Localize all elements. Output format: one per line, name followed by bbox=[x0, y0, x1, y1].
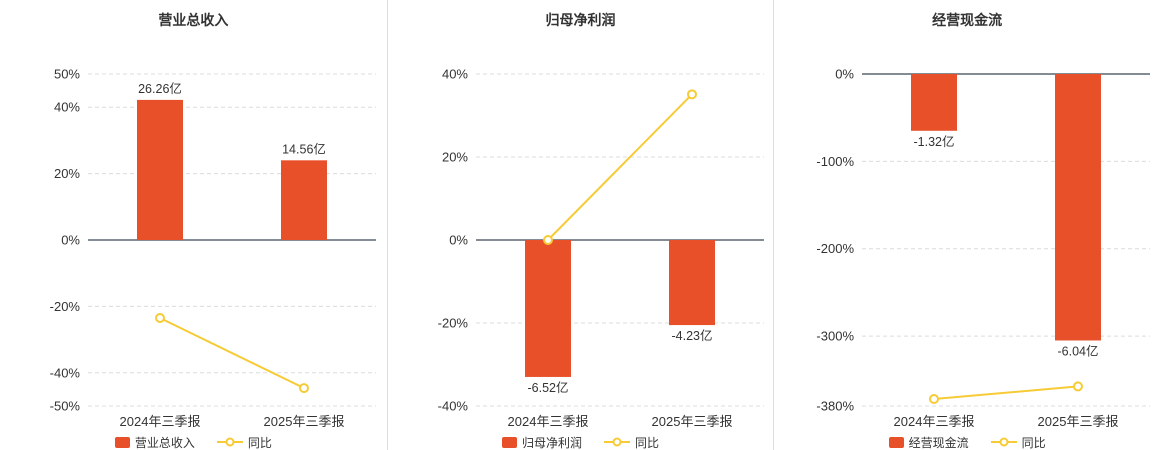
line-swatch-icon bbox=[216, 436, 243, 448]
legend-label: 同比 bbox=[634, 435, 659, 450]
y-tick-label: -40% bbox=[437, 399, 468, 414]
y-tick-label: -20% bbox=[437, 316, 468, 331]
yoy-point[interactable] bbox=[929, 394, 940, 405]
x-category-label: 2024年三季报 bbox=[894, 414, 975, 429]
legend-label: 同比 bbox=[247, 435, 272, 450]
y-tick-label: -300% bbox=[817, 329, 855, 344]
yoy-point[interactable] bbox=[686, 89, 697, 100]
yoy-line bbox=[546, 93, 693, 241]
legend-item-revenue-bar[interactable]: 营业总收入 bbox=[114, 434, 195, 450]
bar-swatch-icon bbox=[501, 436, 517, 448]
y-tick-label: 0% bbox=[836, 67, 855, 82]
bar[interactable] bbox=[1055, 74, 1102, 341]
chart-title-revenue: 营业总收入 bbox=[158, 12, 229, 28]
cashflow-chart: 0% -100% -200% -300% -380% -1.32亿 -6.04亿 2024年三… bbox=[817, 67, 1151, 429]
yoy-line bbox=[159, 317, 305, 389]
bar-value-label: -6.04亿 bbox=[1058, 343, 1099, 358]
x-category-label: 2025年三季报 bbox=[1038, 414, 1119, 429]
bar-value-label: -1.32亿 bbox=[914, 134, 955, 149]
legend-item-net-profit-yoy[interactable]: 同比 bbox=[603, 434, 659, 450]
bar-swatch-icon bbox=[888, 436, 904, 448]
y-tick-label: 20% bbox=[442, 150, 468, 165]
cashflow-chart-legend: 经营现金流 同比 bbox=[774, 434, 1160, 450]
line-swatch-icon bbox=[603, 436, 630, 448]
legend-label: 同比 bbox=[1021, 435, 1046, 450]
y-tick-label: 20% bbox=[54, 166, 80, 181]
y-tick-label: -380% bbox=[817, 399, 855, 414]
x-category-label: 2024年三季报 bbox=[120, 414, 201, 429]
bar-value-label: 26.26亿 bbox=[138, 81, 182, 96]
x-category-label: 2025年三季报 bbox=[651, 414, 732, 429]
revenue-chart-legend: 营业总收入 同比 bbox=[0, 434, 387, 450]
revenue-chart: 50% 40% 20% 0% -20% -40% -50% 26.26亿 14.56亿 2024年… bbox=[50, 67, 376, 429]
y-tick-label: -100% bbox=[817, 154, 855, 169]
bar[interactable] bbox=[137, 99, 183, 240]
yoy-point[interactable] bbox=[1073, 381, 1084, 392]
x-category-label: 2024年三季报 bbox=[507, 414, 588, 429]
chart-title-cashflow: 经营现金流 bbox=[932, 12, 1003, 28]
legend-label: 归母净利润 bbox=[521, 435, 582, 450]
bar-value-label: 14.56亿 bbox=[282, 141, 326, 156]
chart-panel-net-profit: 归母净利润 40% 20% 0% -20% -40% -6.52亿 -4.23亿 2024年三… bbox=[386, 0, 774, 450]
bar[interactable] bbox=[524, 240, 571, 377]
legend-item-net-profit-bar[interactable]: 归母净利润 bbox=[501, 434, 582, 450]
net-profit-chart: 40% 20% 0% -20% -40% -6.52亿 -4.23亿 2024年三季报 2025… bbox=[437, 67, 764, 429]
legend-item-revenue-yoy[interactable]: 同比 bbox=[216, 434, 272, 450]
bar-value-label: -6.52亿 bbox=[527, 380, 568, 395]
legend-item-cashflow-bar[interactable]: 经营现金流 bbox=[888, 434, 969, 450]
bar[interactable] bbox=[668, 240, 715, 326]
y-tick-label: 0% bbox=[449, 233, 468, 248]
net-profit-chart-legend: 归母净利润 同比 bbox=[388, 434, 774, 450]
yoy-line bbox=[934, 385, 1079, 401]
legend-label: 经营现金流 bbox=[908, 435, 969, 450]
y-tick-label: -200% bbox=[817, 241, 855, 256]
chart-title-net-profit: 归母净利润 bbox=[545, 12, 616, 28]
yoy-point[interactable] bbox=[299, 383, 309, 394]
y-tick-label: 40% bbox=[442, 67, 468, 82]
chart-panel-revenue: 营业总收入 50% 40% 20% 0% -20% -40% -50% 26.26亿 14.56… bbox=[0, 0, 387, 450]
line-swatch-icon bbox=[990, 436, 1017, 448]
bar[interactable] bbox=[911, 74, 958, 131]
bar[interactable] bbox=[281, 160, 327, 240]
legend-label: 营业总收入 bbox=[134, 435, 195, 450]
y-tick-label: -20% bbox=[50, 299, 81, 314]
yoy-point[interactable] bbox=[542, 235, 553, 245]
y-tick-label: 0% bbox=[61, 233, 80, 248]
y-tick-label: -40% bbox=[50, 365, 81, 380]
x-category-label: 2025年三季报 bbox=[264, 414, 345, 429]
bar-swatch-icon bbox=[114, 436, 130, 448]
bar-value-label: -4.23亿 bbox=[671, 328, 712, 343]
y-tick-label: 50% bbox=[54, 67, 80, 82]
y-tick-label: 40% bbox=[54, 100, 80, 115]
yoy-point[interactable] bbox=[155, 313, 165, 324]
legend-item-cashflow-yoy[interactable]: 同比 bbox=[990, 434, 1046, 450]
y-tick-label: -50% bbox=[50, 399, 81, 414]
chart-panel-cashflow: 经营现金流 0% -100% -200% -300% -380% -1.32亿 -6.04亿… bbox=[773, 0, 1160, 450]
